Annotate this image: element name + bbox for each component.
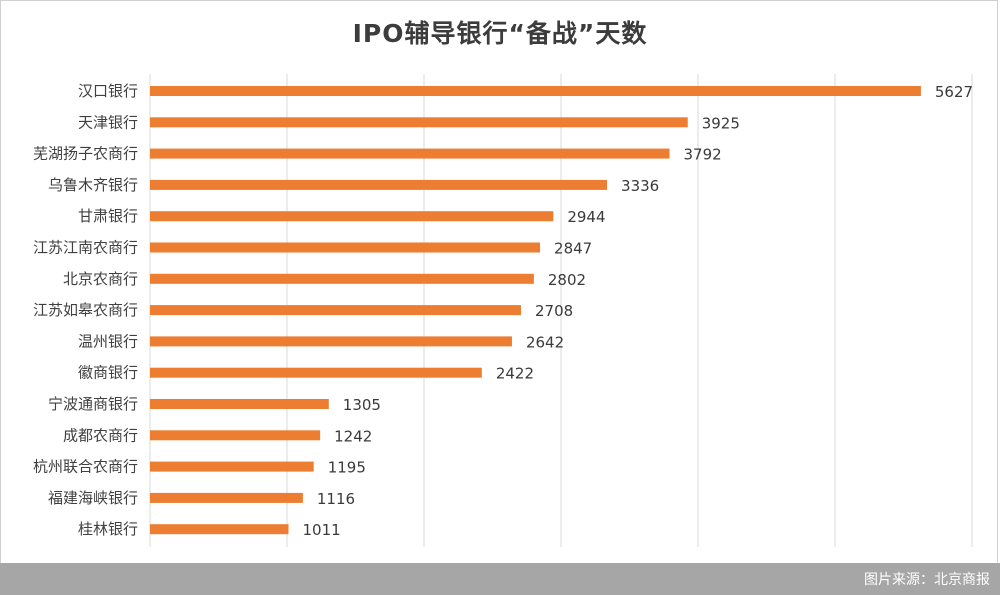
category-label: 福建海峡银行 xyxy=(48,489,138,507)
data-label: 2642 xyxy=(526,333,564,351)
bar xyxy=(150,399,329,409)
footer-bar: 图片来源：北京商报 xyxy=(0,563,1000,595)
bar xyxy=(150,336,512,347)
bar xyxy=(150,492,303,503)
data-label: 1011 xyxy=(303,521,341,539)
category-label: 桂林银行 xyxy=(78,520,138,538)
bar xyxy=(150,242,541,253)
bar xyxy=(150,524,289,535)
data-label: 3792 xyxy=(684,146,722,164)
data-label: 2847 xyxy=(554,240,592,258)
data-label: 5627 xyxy=(935,83,973,101)
bar xyxy=(150,367,482,378)
category-label: 温州银行 xyxy=(78,332,138,350)
source-caption: 图片来源：北京商报 xyxy=(864,572,990,588)
category-label: 乌鲁木齐银行 xyxy=(48,176,138,194)
data-label: 3925 xyxy=(702,114,740,132)
bar xyxy=(150,86,921,96)
bar xyxy=(150,461,314,472)
data-label: 3336 xyxy=(621,177,659,195)
category-label: 成都农商行 xyxy=(63,426,138,444)
chart-title: IPO辅导银行“备战”天数 xyxy=(352,19,648,48)
category-label: 汉口银行 xyxy=(78,82,138,100)
category-label: 北京农商行 xyxy=(63,270,138,288)
category-label: 江苏江南农商行 xyxy=(33,239,138,257)
data-label: 2708 xyxy=(535,302,573,320)
bar xyxy=(150,430,321,441)
bar xyxy=(150,305,521,316)
bar xyxy=(150,148,670,159)
bar xyxy=(150,179,608,190)
data-label: 2422 xyxy=(496,365,534,383)
category-label: 宁波通商银行 xyxy=(48,395,138,413)
data-label: 1116 xyxy=(317,490,355,508)
data-label: 2802 xyxy=(548,271,586,289)
data-label: 2944 xyxy=(567,208,605,226)
bars xyxy=(150,86,921,535)
bar xyxy=(150,273,534,284)
bar xyxy=(150,211,554,222)
data-label: 1195 xyxy=(328,459,366,477)
category-label: 芜湖扬子农商行 xyxy=(33,145,138,163)
labels: 汉口银行 5627 天津银行 3925 芜湖扬子农商行 3792 乌鲁木齐银行 3336 甘肃银… xyxy=(33,82,973,539)
data-label: 1242 xyxy=(334,427,372,445)
data-label: 1305 xyxy=(343,396,381,414)
category-label: 徽商银行 xyxy=(78,364,138,382)
category-label: 杭州联合农商行 xyxy=(33,458,138,476)
category-label: 江苏如皋农商行 xyxy=(33,301,138,319)
category-label: 天津银行 xyxy=(78,113,138,131)
bar xyxy=(150,117,688,128)
category-label: 甘肃银行 xyxy=(78,207,138,225)
